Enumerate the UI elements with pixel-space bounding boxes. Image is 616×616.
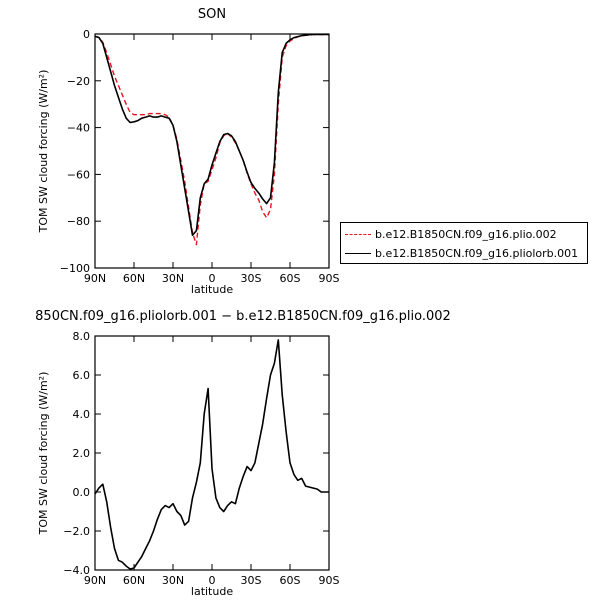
- top-chart: 90N 60N 30N 0 30S 60S 90S−100−80−60−40−200lati…: [37, 28, 340, 296]
- y-tick-label: −4.0: [63, 564, 90, 577]
- y-tick-label: 6.0: [73, 369, 91, 382]
- x-tick-label: 0: [209, 574, 216, 587]
- series-line-0-0: [94, 33, 329, 246]
- x-tick-label: 90N: [84, 574, 106, 587]
- chart-legend: b.e12.B1850CN.f09_g16.plio.002 b.e12.B18…: [340, 222, 588, 264]
- legend-label-pliolorb: b.e12.B1850CN.f09_g16.pliolorb.001: [375, 246, 579, 260]
- legend-item-plio: b.e12.B1850CN.f09_g16.plio.002: [345, 226, 557, 242]
- y-tick-label: 0.0: [73, 486, 91, 499]
- x-tick-label: 0: [209, 272, 216, 285]
- y-tick-label: −40: [67, 122, 90, 135]
- x-tick-label: 30N: [162, 272, 184, 285]
- series-line-0-1: [94, 33, 329, 236]
- x-axis-label: latitude: [191, 585, 233, 598]
- x-tick-label: 30N: [162, 574, 184, 587]
- x-tick-label: 60S: [280, 272, 301, 285]
- x-tick-label: 60S: [280, 574, 301, 587]
- y-tick-label: 4.0: [73, 408, 91, 421]
- y-tick-label: 8.0: [73, 330, 91, 343]
- y-tick-label: −60: [67, 168, 90, 181]
- y-axis-label: TOM SW cloud forcing (W/m²): [37, 70, 50, 234]
- x-tick-label: 30S: [241, 272, 262, 285]
- diff-chart-title: 850CN.f09_g16.pliolorb.001 − b.e12.B1850…: [35, 309, 451, 324]
- x-tick-label: 60N: [123, 272, 145, 285]
- legend-item-pliolorb: b.e12.B1850CN.f09_g16.pliolorb.001: [345, 245, 578, 261]
- series-line-1-0: [94, 339, 329, 570]
- top-chart-title: SON: [198, 7, 226, 22]
- x-tick-label: 90S: [319, 272, 340, 285]
- legend-label-plio: b.e12.B1850CN.f09_g16.plio.002: [375, 227, 557, 241]
- x-tick-label: 90N: [84, 272, 106, 285]
- legend-solid-black-line-icon: [345, 252, 371, 254]
- y-tick-label: −100: [60, 262, 90, 275]
- y-tick-label: −80: [67, 215, 90, 228]
- x-tick-label: 60N: [123, 574, 145, 587]
- y-tick-label: −2.0: [63, 525, 90, 538]
- legend-dashed-red-line-icon: [345, 233, 371, 235]
- x-tick-label: 30S: [241, 574, 262, 587]
- y-tick-label: 2.0: [73, 447, 91, 460]
- y-tick-label: −20: [67, 75, 90, 88]
- diff-chart: 90N 60N 30N 0 30S 60S 90S −4.0 −2.0 0.0 2.0 4.0 6.0 8…: [37, 330, 340, 598]
- y-axis-label: TOM SW cloud forcing (W/m²): [37, 372, 50, 536]
- y-tick-label: 0: [83, 28, 90, 41]
- plot-frame: [94, 33, 330, 269]
- x-axis-label: latitude: [191, 283, 233, 296]
- x-tick-label: 90S: [319, 574, 340, 587]
